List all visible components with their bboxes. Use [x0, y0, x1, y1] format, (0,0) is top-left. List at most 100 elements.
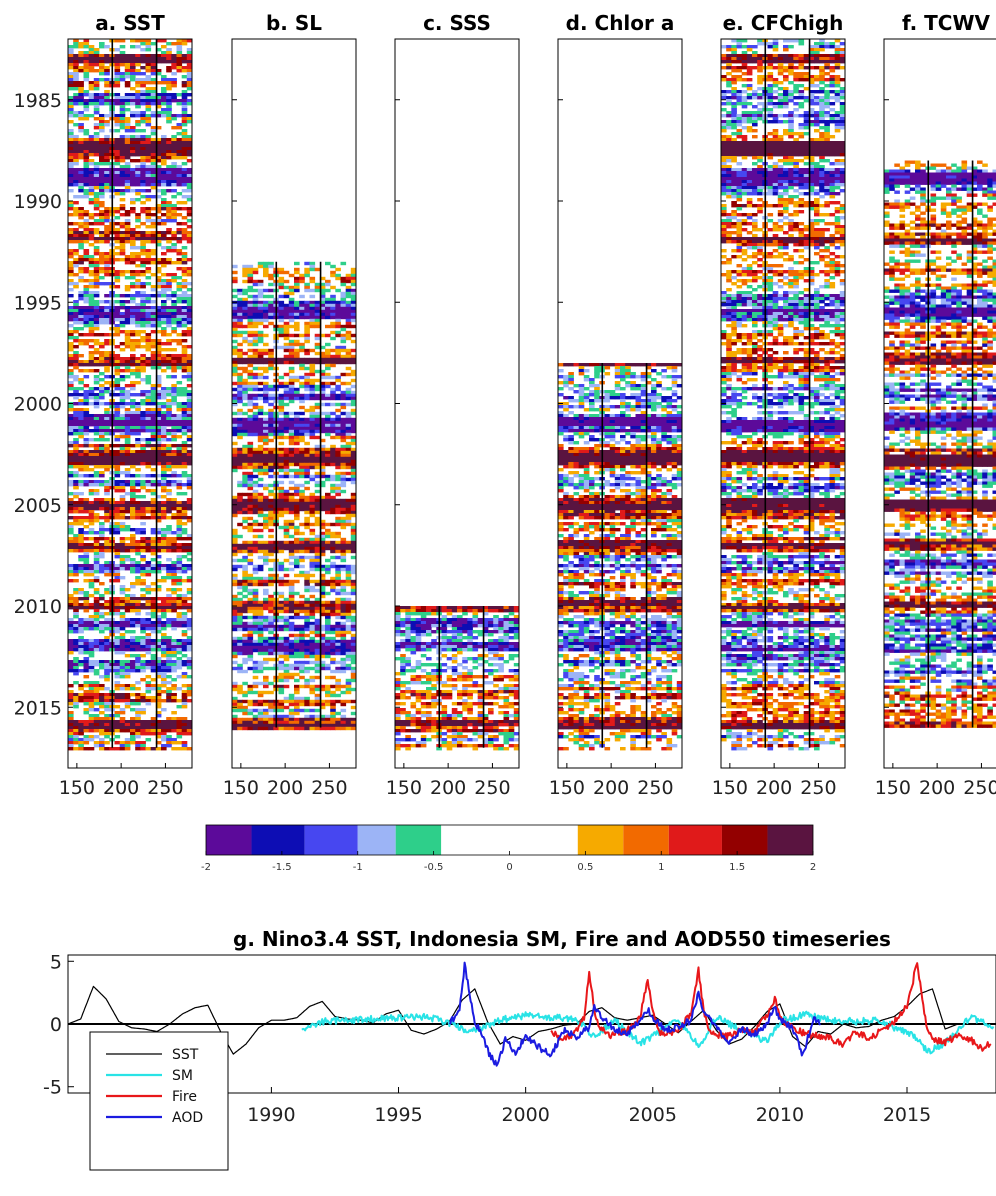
heatmap-cell — [186, 576, 192, 580]
heatmap-cell — [130, 726, 136, 730]
heatmap-cell — [171, 579, 177, 583]
heatmap-cell — [166, 510, 172, 514]
heatmap-cell — [314, 342, 321, 347]
heatmap-cell — [161, 663, 167, 667]
heatmap-cell — [68, 237, 74, 241]
heatmap-cell — [114, 153, 121, 157]
heatmap-cell — [288, 354, 295, 359]
heatmap-cell — [73, 642, 79, 646]
heatmap-cell — [242, 279, 248, 284]
heatmap-cell — [145, 240, 152, 244]
heatmap-cell — [304, 378, 310, 383]
heatmap-cell — [155, 60, 162, 64]
heatmap-cell — [119, 444, 126, 448]
heatmap-cell — [130, 534, 136, 538]
heatmap-cell — [176, 276, 183, 280]
heatmap-cell — [161, 747, 167, 751]
heatmap-cell — [145, 699, 152, 703]
heatmap-cell — [350, 324, 356, 329]
heatmap-cell — [78, 522, 84, 526]
heatmap-cell — [119, 666, 126, 670]
heatmap-cell — [181, 441, 188, 445]
heatmap-cell — [166, 525, 172, 529]
heatmap-cell — [186, 174, 192, 178]
heatmap-cell — [171, 135, 177, 139]
heatmap-cell — [88, 84, 95, 88]
heatmap-cell — [93, 639, 100, 643]
heatmap-cell — [88, 738, 95, 742]
heatmap-cell — [135, 303, 141, 307]
heatmap-cell — [124, 726, 131, 730]
heatmap-cell — [155, 177, 162, 181]
heatmap-cell — [88, 396, 95, 400]
heatmap-cell — [166, 453, 172, 457]
heatmap-cell — [145, 342, 152, 346]
heatmap-cell — [304, 426, 310, 431]
heatmap-cell — [314, 387, 321, 392]
heatmap-cell — [237, 366, 243, 371]
heatmap-cell — [114, 627, 121, 631]
heatmap-cell — [68, 528, 74, 532]
heatmap-cell — [252, 381, 259, 386]
heatmap-cell — [119, 576, 126, 580]
heatmap-cell — [304, 327, 310, 332]
heatmap-cell — [73, 459, 79, 463]
heatmap-cell — [130, 630, 136, 634]
heatmap-cell — [83, 63, 90, 67]
heatmap-cell — [325, 312, 331, 317]
heatmap-cell — [155, 462, 162, 466]
heatmap-cell — [119, 549, 126, 553]
heatmap-cell — [283, 435, 290, 440]
heatmap-cell — [68, 711, 74, 715]
heatmap-cell — [93, 507, 100, 511]
heatmap-cell — [73, 564, 79, 568]
heatmap-cell — [314, 405, 321, 410]
heatmap-cell — [119, 498, 126, 502]
heatmap-cell — [130, 276, 136, 280]
heatmap-cell — [88, 444, 95, 448]
heatmap-cell — [232, 360, 238, 365]
heatmap-cell — [166, 639, 172, 643]
heatmap-cell — [155, 144, 162, 148]
heatmap-cell — [93, 264, 100, 268]
heatmap-cell — [83, 555, 90, 559]
heatmap-cell — [232, 417, 238, 422]
heatmap-cell — [171, 747, 177, 751]
heatmap-cell — [166, 624, 172, 628]
heatmap-cell — [294, 288, 300, 293]
heatmap-cell — [119, 198, 126, 202]
heatmap-cell — [288, 369, 295, 374]
heatmap-cell — [104, 90, 110, 94]
heatmap-cell — [119, 615, 126, 619]
heatmap-cell — [181, 135, 188, 139]
heatmap-cell — [93, 450, 100, 454]
heatmap-cell — [232, 324, 238, 329]
heatmap-cell — [114, 228, 121, 232]
heatmap-cell — [166, 549, 172, 553]
heatmap-cell — [237, 378, 243, 383]
heatmap-cell — [330, 297, 336, 302]
heatmap-cell — [186, 732, 192, 736]
heatmap-cell — [104, 357, 110, 361]
heatmap-cell — [78, 732, 84, 736]
heatmap-cell — [93, 279, 100, 283]
heatmap-cell — [93, 144, 100, 148]
heatmap-cell — [263, 369, 269, 374]
heatmap-cell — [181, 672, 188, 676]
heatmap-cell — [186, 357, 192, 361]
heatmap-cell — [124, 594, 131, 598]
heatmap-cell — [78, 261, 84, 265]
heatmap-cell — [78, 216, 84, 220]
heatmap-cell — [171, 147, 177, 151]
heatmap-cell — [140, 711, 146, 715]
heatmap-cell — [73, 228, 79, 232]
heatmap-cell — [155, 645, 162, 649]
heatmap-cell — [252, 294, 259, 299]
heatmap-cell — [88, 651, 95, 655]
heatmap-cell — [83, 369, 90, 373]
heatmap-cell — [252, 324, 259, 329]
heatmap-cell — [140, 141, 146, 145]
heatmap-cell — [283, 321, 290, 326]
heatmap-cell — [119, 60, 126, 64]
heatmap-cell — [252, 354, 259, 359]
